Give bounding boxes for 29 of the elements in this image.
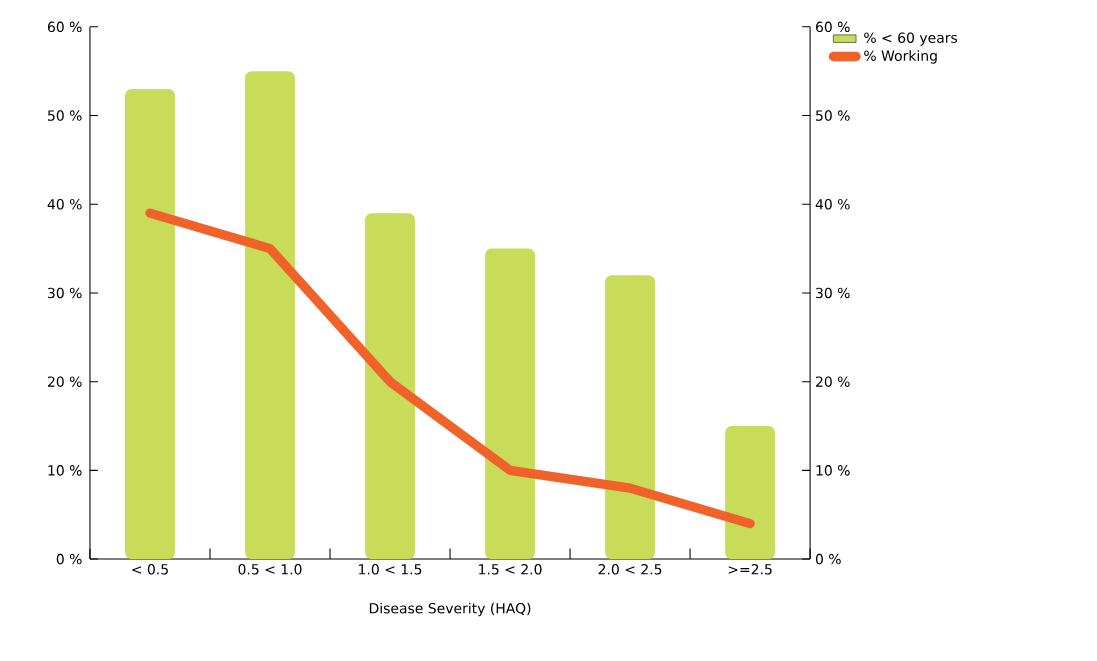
y2-tick-label: 10 % xyxy=(48,465,82,476)
y-tick-label: 20 % xyxy=(816,376,850,387)
x-tick-label: >=2.5 xyxy=(728,563,772,575)
y-tick-label: 50 % xyxy=(816,110,850,121)
y2-tick-label: 30 % xyxy=(48,287,82,299)
legend-label: % Working xyxy=(864,50,937,64)
legend-label: % < 60 years xyxy=(864,32,958,46)
y-tick-label: 0 % xyxy=(815,553,841,565)
y-tick-label: 10 % xyxy=(816,465,850,476)
bar xyxy=(125,88,175,560)
y-tick-label: 60 % xyxy=(815,21,850,33)
bar xyxy=(245,71,295,560)
y2-tick-label: 60 % xyxy=(47,21,82,33)
x-tick-label: 1.0 < 1.5 xyxy=(359,563,422,575)
y2-tick-label: 0 % xyxy=(56,553,82,565)
bar xyxy=(725,425,776,560)
y2-tick-label: 40 % xyxy=(47,198,82,210)
y-tick-label: 30 % xyxy=(816,287,850,299)
bar xyxy=(605,275,656,560)
y-tick-label: 40 % xyxy=(815,198,850,210)
x-tick-label: < 0.5 xyxy=(132,563,168,575)
x-tick-label: 2.0 < 2.5 xyxy=(598,563,662,575)
y2-tick-label: 50 % xyxy=(48,110,82,121)
y2-tick-label: 20 % xyxy=(47,376,82,387)
x-axis-title: Disease Severity (HAQ) xyxy=(369,602,531,617)
bar xyxy=(485,248,535,560)
bar xyxy=(365,213,415,560)
x-tick-label: 1.5 < 2.0 xyxy=(479,563,542,575)
x-tick-label: 0.5 < 1.0 xyxy=(238,563,302,575)
